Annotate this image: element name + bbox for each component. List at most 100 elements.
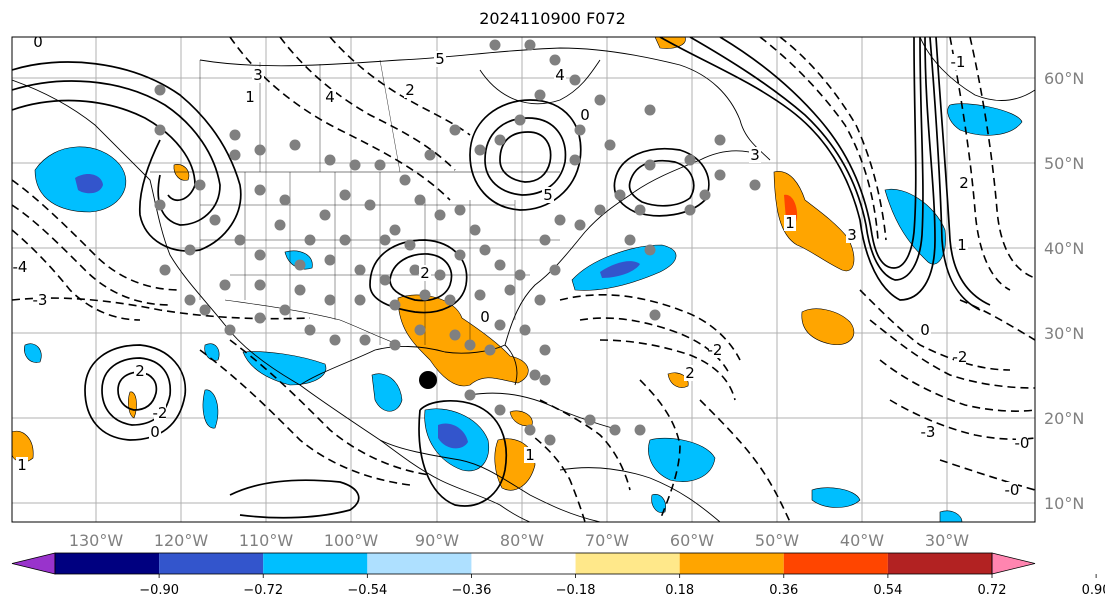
contours-solid [12,37,991,519]
contour-label-bg [434,51,446,67]
contour-label: 3 [847,226,857,244]
neg-anomaly-pacific-core [75,174,103,194]
contour-label: -0 [1015,434,1030,452]
station-dot [304,234,316,246]
contour-label-bg [579,107,591,123]
contour-label-bg [952,54,964,70]
contour-label: 3 [253,66,263,84]
station-dot [254,279,266,291]
station-dot [714,134,726,146]
contour-south-2 [229,339,431,476]
contour-label-bg [32,37,44,50]
station-dot [609,424,621,436]
station-dot [389,299,401,311]
contour-west-3 [12,229,141,321]
border-us-mexico [224,299,401,346]
contour-trough-2 [279,37,456,171]
station-dot [574,124,586,136]
lat-label: 30°N [1044,324,1084,343]
station-dot [234,234,246,246]
station-dot [449,124,461,136]
contour-label-bg [404,82,416,98]
station-dot [574,219,586,231]
station-dot [519,324,531,336]
contour-label: 5 [543,186,553,204]
station-dot [254,144,266,156]
station-dot [159,264,171,276]
station-dot [229,129,241,141]
contour-jet-5 [935,37,991,306]
station-dot [304,324,316,336]
colorbar-outline [54,552,993,575]
contour-ocean-3 [599,339,736,401]
station-dot [419,289,431,301]
contour-label: 3 [750,146,760,164]
colorbar-bin [263,553,368,574]
longitude-labels: 130°W 120°W 110°W 100°W 90°W 80°W 70°W 60°W 50°W… [69,531,969,550]
contour-label-bg [922,424,934,440]
station-dot [594,204,606,216]
pos-anomaly-gulf [397,294,529,387]
contour-trough-3 [329,37,471,136]
station-dot [254,249,266,261]
station-dot [229,149,241,161]
station-dot [184,294,196,306]
pos-anomaly-east [12,430,34,463]
contour-pacific-ridge [12,61,242,252]
station-dot [389,224,401,236]
station-dot [324,254,336,266]
colorbar-bin [679,553,784,574]
station-dot [479,244,491,256]
colorbar-bin [159,553,264,574]
station-dot [504,284,516,296]
contour-label: 1 [245,88,255,106]
contour-atl-jet-3 [949,37,1011,291]
station-dot [494,319,506,331]
station-dot [539,344,551,356]
lat-label: 50°N [1044,154,1084,173]
station-dot [539,374,551,386]
contour-label: 0 [33,33,43,51]
lon-label: 30°W [925,531,969,550]
station-dot [354,264,366,276]
contour-gulf-high [369,239,468,314]
station-dot [624,234,636,246]
contour-west-2 [12,204,171,306]
coast-southamerica [559,467,721,522]
neg-anomaly-mexico-2 [204,343,220,361]
contour-label: 5 [435,50,445,68]
contour-label: 1 [525,446,535,464]
colorbar-bin [471,553,576,574]
neg-anomaly-tropatl-4 [939,510,963,522]
contour-label: 4 [555,66,565,84]
station-dot [749,179,761,191]
contour-label-bg [1016,435,1028,451]
colorbar-tick-label: −0.36 [452,583,492,598]
station-dot [684,204,696,216]
contour-atl-jet-2 [779,37,887,241]
station-dot [549,54,561,66]
lon-label: 130°W [69,531,124,550]
station-dot [324,294,336,306]
contour-label-bg [784,215,796,231]
station-dot [544,434,556,446]
contour-canada-low-2 [484,117,567,196]
station-dot [489,39,501,51]
pos-anomaly-small-2 [128,391,137,419]
station-dot [614,189,626,201]
station-dot [274,219,286,231]
station-dot [199,304,211,316]
station-dot [554,214,566,226]
contour-label: -3 [921,423,936,441]
station-dot [539,234,551,246]
station-dot [154,199,166,211]
colorbar-tick-label: 0.36 [769,583,798,598]
station-dot [184,244,196,256]
contour-label-bg [419,265,431,281]
coast-canada-arctic [199,47,771,161]
station-dot [329,334,341,346]
colorbar-tick-label: 0.18 [665,583,694,598]
contour-carib-1 [418,400,508,507]
contour-east-1 [959,299,1035,341]
